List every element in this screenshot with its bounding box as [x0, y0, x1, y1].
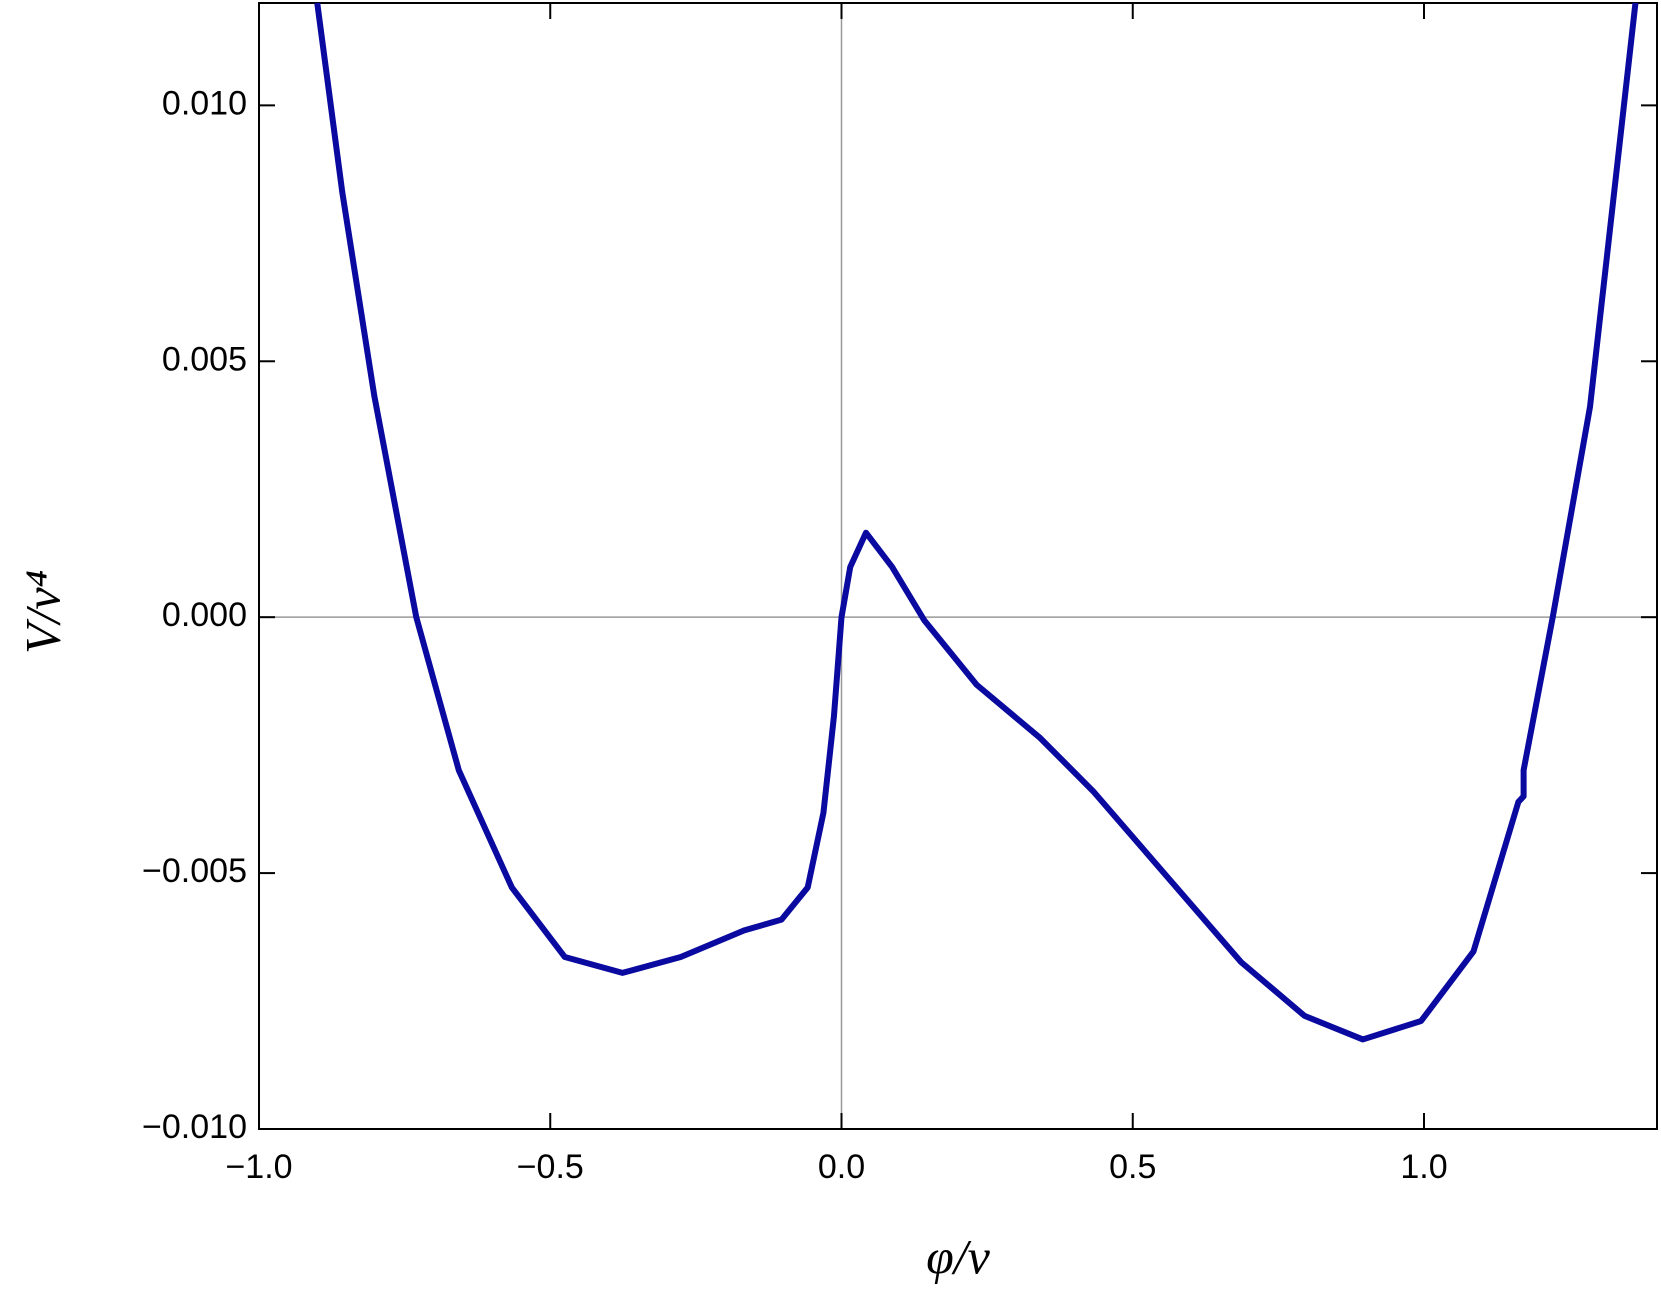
y-tick-label: 0.000 [162, 596, 247, 634]
y-tick-label: −0.005 [142, 852, 247, 890]
x-tick-label: 0.5 [1109, 1148, 1156, 1186]
y-tick-label: 0.010 [162, 84, 247, 122]
curve [314, 2, 1639, 1043]
plot-frame [258, 2, 1658, 1130]
x-tick-label: −0.5 [517, 1148, 584, 1186]
y-tick-label: −0.010 [142, 1108, 247, 1146]
x-axis-title: φ/v [926, 1228, 991, 1284]
x-tick-label: 1.0 [1400, 1148, 1447, 1186]
x-tick-label: 0.0 [818, 1148, 865, 1186]
y-axis-title: V/v⁴ [14, 570, 70, 654]
x-tick-label: −1.0 [225, 1148, 292, 1186]
y-tick-label: 0.005 [162, 340, 247, 378]
